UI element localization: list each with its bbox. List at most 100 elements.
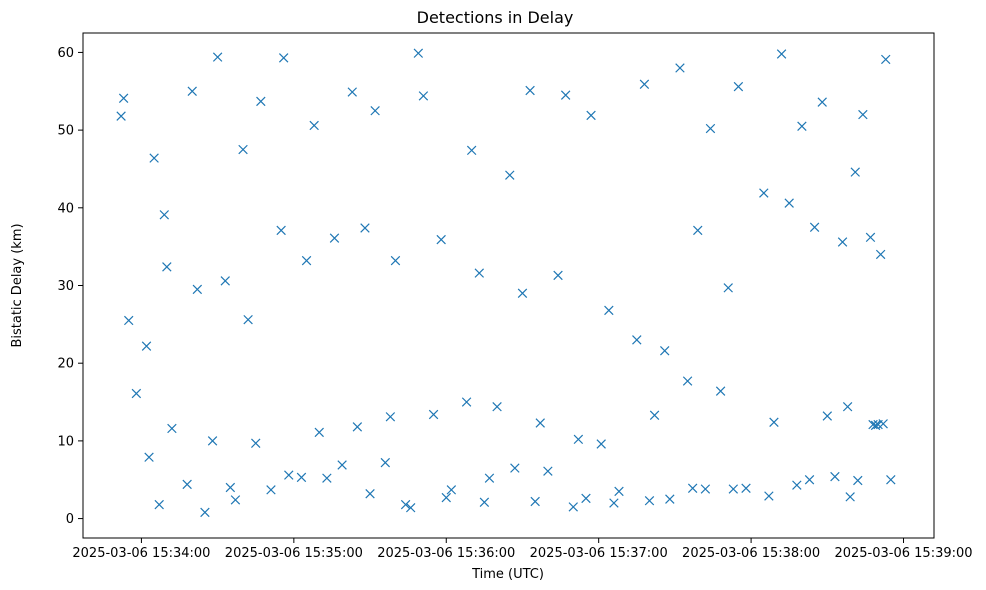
y-tick-label: 30 (57, 279, 74, 294)
data-point (474, 268, 485, 278)
data-point (370, 105, 380, 116)
data-point (776, 49, 787, 59)
data-point (385, 412, 396, 422)
data-point (517, 288, 528, 298)
data-point (337, 460, 347, 470)
y-tick-label: 0 (66, 512, 74, 527)
data-point (682, 376, 693, 386)
data-point (886, 475, 896, 485)
data-point (167, 423, 177, 434)
data-point (390, 255, 401, 266)
data-point (492, 401, 502, 412)
data-point (865, 232, 876, 243)
data-point (441, 492, 451, 503)
plot-area (82, 32, 935, 539)
data-point (530, 496, 540, 507)
y-tick-label: 20 (57, 357, 74, 372)
data-point (822, 411, 833, 421)
data-point (581, 493, 591, 504)
y-axis: 0 10 20 30 40 50 60 (57, 46, 83, 527)
data-point (705, 123, 716, 134)
data-point (446, 485, 457, 495)
data-point (309, 120, 319, 131)
data-point (380, 457, 391, 468)
data-point (644, 495, 655, 506)
data-point (505, 170, 515, 180)
data-point (614, 486, 624, 497)
data-point (573, 434, 584, 445)
x-tick-label: 2025-03-06 15:38:00 (682, 546, 820, 561)
data-point (230, 495, 241, 505)
data-point (586, 110, 596, 121)
data-point (400, 499, 411, 510)
data-point (461, 397, 472, 407)
data-point (881, 54, 891, 65)
data-point (144, 452, 154, 462)
y-tick-label: 60 (57, 46, 74, 61)
data-point (609, 498, 619, 508)
data-point (149, 153, 159, 163)
data-point (329, 233, 340, 243)
x-axis-title: Time (UTC) (471, 567, 544, 582)
data-point (436, 234, 446, 245)
data-point (769, 417, 779, 427)
data-point (604, 305, 614, 316)
data-point (296, 472, 307, 483)
data-point (759, 188, 769, 198)
data-point (639, 79, 650, 90)
data-point (256, 96, 266, 107)
data-point (700, 484, 711, 494)
data-point (596, 439, 606, 449)
data-point (347, 87, 357, 97)
data-point (837, 237, 848, 247)
data-point (797, 121, 807, 131)
data-point (875, 249, 886, 260)
data-point (660, 346, 670, 356)
data-point (365, 488, 375, 499)
data-point (225, 482, 236, 493)
data-point (878, 419, 888, 429)
x-tick-label: 2025-03-06 15:39:00 (834, 546, 972, 561)
data-point (428, 409, 439, 420)
data-point (543, 466, 553, 476)
y-axis-title: Bistatic Delay (km) (10, 223, 25, 347)
data-point (510, 463, 520, 473)
data-point (675, 63, 685, 73)
x-tick-label: 2025-03-06 15:35:00 (225, 546, 363, 561)
data-point (284, 470, 294, 480)
data-point (162, 262, 172, 272)
x-tick-label: 2025-03-06 15:37:00 (530, 546, 668, 561)
data-point (131, 388, 142, 399)
data-point (649, 410, 660, 420)
data-point (360, 223, 370, 233)
data-point (154, 499, 164, 510)
data-point (809, 222, 820, 232)
data-point (525, 85, 535, 96)
data-point (220, 276, 230, 286)
data-point (665, 494, 675, 504)
y-tick-label: 40 (57, 201, 74, 216)
data-point (352, 422, 363, 432)
data-point (141, 341, 152, 351)
data-point (212, 52, 223, 62)
data-point (251, 438, 261, 448)
data-point (853, 475, 863, 486)
data-point (850, 167, 860, 177)
x-tick-label: 2025-03-06 15:36:00 (377, 546, 515, 561)
data-point (842, 401, 853, 412)
data-point (207, 436, 218, 446)
data-point (817, 97, 827, 107)
data-point (479, 497, 490, 507)
data-point (413, 48, 424, 58)
data-point (553, 270, 563, 281)
y-tick-label: 10 (57, 434, 74, 449)
data-point (187, 86, 197, 96)
chart-title: Detections in Delay (417, 8, 574, 27)
data-point (182, 479, 192, 490)
data-point (687, 483, 698, 494)
data-point (560, 90, 571, 100)
data-point (238, 144, 248, 155)
x-tick-label: 2025-03-06 15:34:00 (72, 546, 210, 561)
data-point (858, 109, 868, 120)
